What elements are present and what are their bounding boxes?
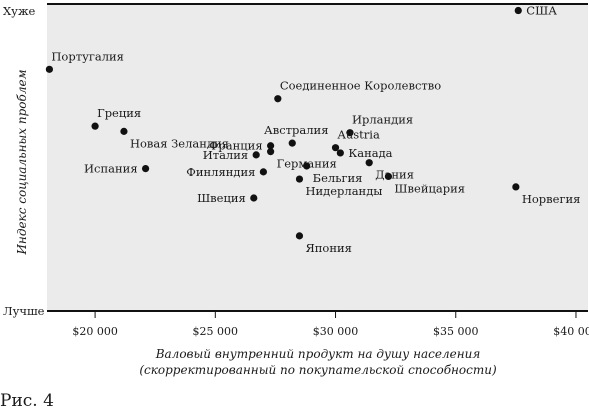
data-point	[514, 6, 522, 15]
data-point	[267, 142, 275, 150]
x-axis-title-line1: Валовый внутренний продукт на душу насел…	[155, 347, 481, 361]
y-axis-title: Индекс социальных проблем	[15, 69, 29, 255]
data-point	[295, 232, 304, 240]
point-label: Швеция	[197, 191, 246, 205]
data-point	[365, 159, 373, 167]
point-label: Испания	[84, 162, 138, 176]
data-point	[250, 194, 258, 202]
x-axis-title-line2: (скорректированный по покупательской спо…	[139, 363, 497, 377]
data-point	[331, 144, 340, 152]
data-point	[141, 165, 150, 173]
x-tick-label: $20 000	[72, 325, 118, 338]
figure-caption: Рис. 4	[0, 391, 54, 411]
point-label: Austria	[337, 128, 380, 142]
point-label: Ирландия	[352, 113, 413, 127]
x-tick-label: $40 000	[553, 325, 589, 338]
point-label: Бельгия	[313, 171, 363, 185]
point-label: Норвегия	[522, 192, 581, 206]
point-label: Дания	[375, 168, 414, 182]
x-axis-ticks: $20 000 $25 000 $30 000 $35 000 $40 000	[72, 311, 589, 338]
data-point	[346, 129, 354, 137]
point-label: США	[526, 4, 557, 18]
data-point	[288, 139, 296, 147]
point-label: Австралия	[264, 123, 328, 137]
point-label: Канада	[348, 146, 392, 160]
x-tick-label: $25 000	[193, 325, 239, 338]
y-axis-top-label: Хуже	[3, 4, 36, 18]
data-point	[267, 148, 275, 156]
data-point	[295, 175, 304, 183]
data-point	[384, 172, 393, 181]
y-axis-bottom-label: Лучше	[3, 304, 45, 318]
point-label: Япония	[305, 241, 351, 255]
data-point	[252, 151, 260, 159]
data-point	[120, 127, 128, 135]
x-tick-label: $35 000	[433, 325, 479, 338]
x-tick-label: $30 000	[313, 325, 359, 338]
data-point	[336, 149, 344, 157]
point-label: Финляндия	[186, 165, 255, 179]
point-label: Новая Зеландия	[130, 136, 229, 150]
point-label: Швейцария	[394, 181, 465, 195]
data-point	[91, 122, 99, 130]
point-label: Соединенное Королевство	[280, 79, 441, 93]
point-label: Франция	[209, 139, 263, 153]
data-points: США Португалия Соединенное Королевство Грец…	[45, 4, 581, 255]
data-point	[303, 162, 311, 170]
data-point	[274, 95, 282, 103]
point-label: Нидерланды	[305, 184, 382, 198]
data-point	[512, 183, 520, 191]
point-label: Греция	[97, 106, 141, 120]
data-point	[259, 168, 267, 176]
point-label: Италия	[203, 148, 248, 162]
plot-area	[47, 4, 588, 311]
point-label: Португалия	[51, 49, 124, 63]
data-point	[45, 65, 54, 73]
